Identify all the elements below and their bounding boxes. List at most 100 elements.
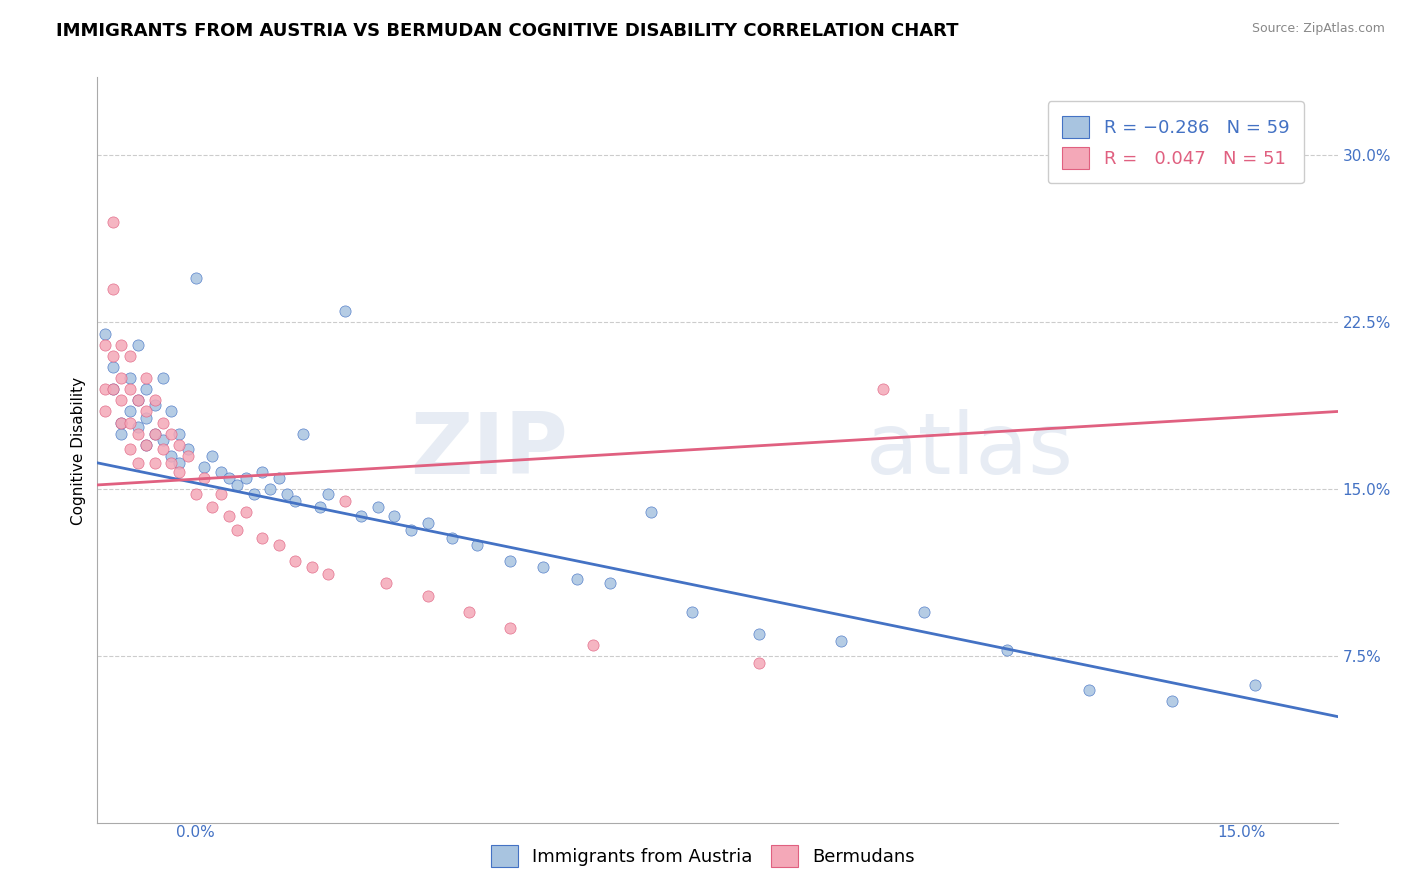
Point — [565, 572, 588, 586]
Point — [103, 359, 125, 374]
Point — [259, 483, 281, 497]
Point — [110, 426, 132, 441]
Point — [169, 456, 191, 470]
Point — [127, 456, 149, 470]
Y-axis label: Cognitive Disability: Cognitive Disability — [72, 376, 86, 524]
Point — [1161, 694, 1184, 708]
Point — [582, 638, 605, 652]
Point — [176, 442, 198, 457]
Point — [103, 215, 125, 229]
Point — [94, 404, 117, 418]
Point — [292, 426, 315, 441]
Point — [103, 282, 125, 296]
Point — [94, 382, 117, 396]
Point — [1244, 678, 1267, 692]
Point — [250, 532, 273, 546]
Point — [110, 371, 132, 385]
Point — [995, 642, 1018, 657]
Text: 15.0%: 15.0% — [1218, 825, 1265, 840]
Point — [399, 523, 422, 537]
Point — [235, 505, 257, 519]
Point — [135, 438, 157, 452]
Point — [747, 627, 769, 641]
Point — [209, 465, 232, 479]
Point — [384, 509, 406, 524]
Point — [118, 371, 141, 385]
Point — [127, 393, 149, 408]
Point — [416, 590, 439, 604]
Point — [499, 620, 522, 634]
Point — [301, 560, 323, 574]
Point — [1078, 682, 1101, 697]
Point — [912, 605, 935, 619]
Point — [152, 371, 174, 385]
Point — [143, 456, 166, 470]
Point — [94, 337, 117, 351]
Point — [184, 271, 207, 285]
Point — [118, 349, 141, 363]
Text: atlas: atlas — [866, 409, 1074, 492]
Point — [441, 532, 464, 546]
Point — [127, 420, 149, 434]
Point — [243, 487, 266, 501]
Point — [110, 416, 132, 430]
Point — [184, 487, 207, 501]
Point — [375, 576, 398, 591]
Point — [830, 633, 852, 648]
Point — [127, 426, 149, 441]
Point — [127, 393, 149, 408]
Point — [152, 434, 174, 448]
Point — [599, 576, 621, 591]
Point — [160, 404, 183, 418]
Point — [135, 411, 157, 425]
Point — [367, 500, 389, 515]
Legend: Immigrants from Austria, Bermudans: Immigrants from Austria, Bermudans — [484, 838, 922, 874]
Point — [135, 438, 157, 452]
Point — [103, 382, 125, 396]
Point — [94, 326, 117, 341]
Point — [640, 505, 662, 519]
Point — [333, 493, 356, 508]
Point — [110, 337, 132, 351]
Point — [333, 304, 356, 318]
Point — [135, 404, 157, 418]
Point — [127, 337, 149, 351]
Point — [458, 605, 481, 619]
Point — [135, 371, 157, 385]
Text: ZIP: ZIP — [411, 409, 568, 492]
Point — [103, 349, 125, 363]
Point — [193, 471, 215, 485]
Point — [284, 493, 307, 508]
Point — [201, 449, 224, 463]
Point — [135, 382, 157, 396]
Point — [218, 471, 240, 485]
Point — [250, 465, 273, 479]
Point — [201, 500, 224, 515]
Point — [681, 605, 703, 619]
Point — [118, 442, 141, 457]
Text: Source: ZipAtlas.com: Source: ZipAtlas.com — [1251, 22, 1385, 36]
Point — [152, 442, 174, 457]
Point — [143, 426, 166, 441]
Point — [160, 426, 183, 441]
Point — [226, 478, 249, 492]
Point — [267, 538, 290, 552]
Point — [110, 393, 132, 408]
Point — [118, 404, 141, 418]
Text: IMMIGRANTS FROM AUSTRIA VS BERMUDAN COGNITIVE DISABILITY CORRELATION CHART: IMMIGRANTS FROM AUSTRIA VS BERMUDAN COGN… — [56, 22, 959, 40]
Point — [152, 416, 174, 430]
Legend: R = −0.286   N = 59, R =   0.047   N = 51: R = −0.286 N = 59, R = 0.047 N = 51 — [1047, 102, 1303, 184]
Point — [169, 438, 191, 452]
Point — [318, 487, 340, 501]
Point — [499, 554, 522, 568]
Point — [143, 398, 166, 412]
Point — [309, 500, 332, 515]
Point — [118, 416, 141, 430]
Point — [218, 509, 240, 524]
Point — [235, 471, 257, 485]
Point — [872, 382, 894, 396]
Point — [531, 560, 554, 574]
Point — [209, 487, 232, 501]
Point — [193, 460, 215, 475]
Point — [143, 393, 166, 408]
